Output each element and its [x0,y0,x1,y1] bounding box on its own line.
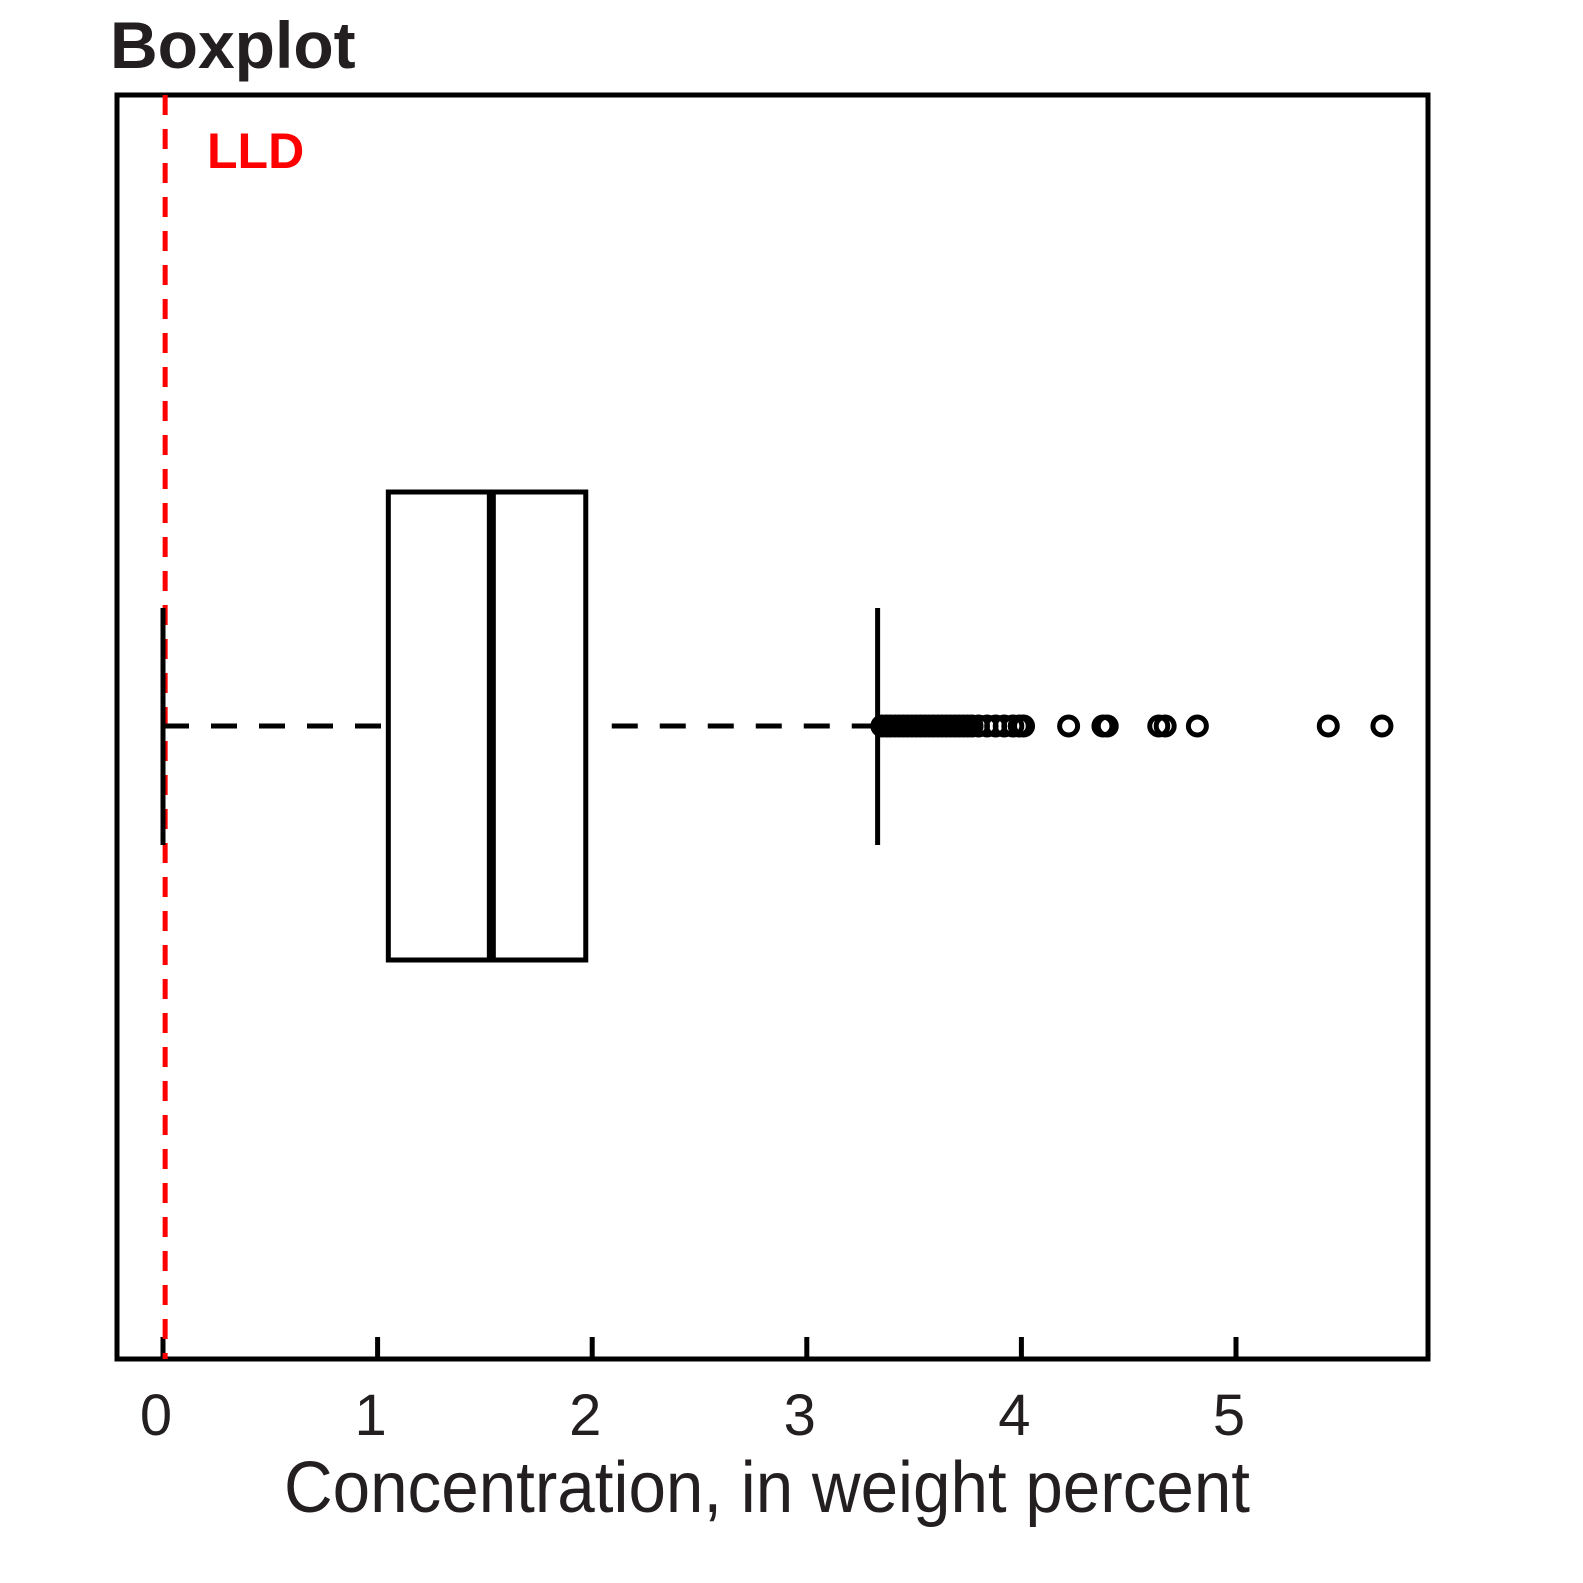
x-tick-label-4: 4 [998,1383,1030,1448]
outlier-point-31 [1095,714,1119,738]
chart-title: Boxplot [110,8,356,82]
x-tick-label-3: 3 [784,1383,816,1448]
x-tick-label-0: 0 [140,1383,172,1448]
x-tick-label-5: 5 [1213,1383,1245,1448]
outlier-point-35 [1316,714,1340,738]
reference-line-label: LLD [207,123,304,179]
x-tick-label-2: 2 [569,1383,601,1448]
x-axis-label: Concentration, in weight percent [284,1448,1250,1528]
outlier-point-28 [1012,714,1036,738]
x-axis-tick-labels: 0 1 2 3 4 5 [140,1383,1245,1448]
outlier-point-29 [1057,714,1081,738]
x-axis-ticks [160,1337,1239,1359]
x-tick-label-1: 1 [354,1383,386,1448]
box-group [160,489,881,963]
plot-frame [114,92,1431,1362]
outlier-group [870,714,1394,738]
outlier-point-36 [1370,714,1394,738]
outlier-point-34 [1185,714,1209,738]
outlier-point-33 [1153,714,1177,738]
